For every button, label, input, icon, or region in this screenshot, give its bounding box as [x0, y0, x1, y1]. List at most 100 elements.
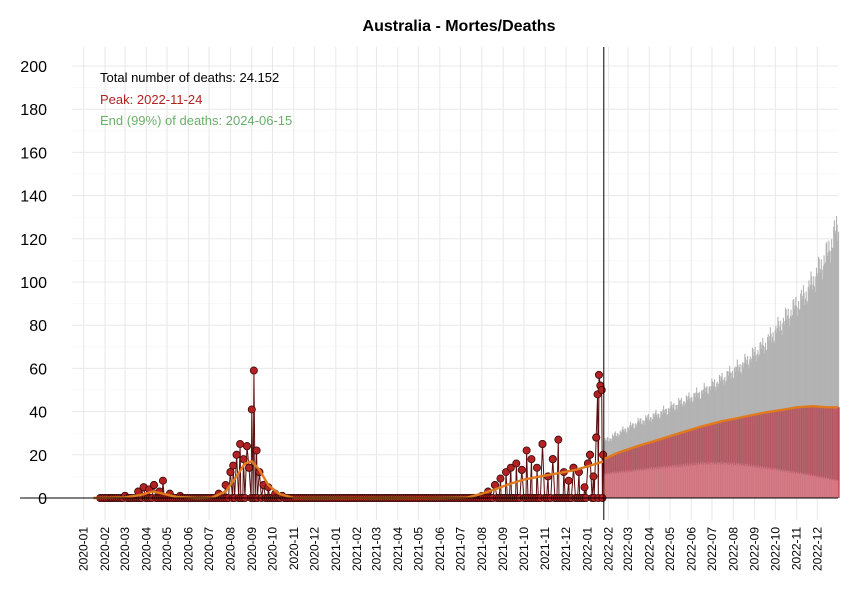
forecast-upper-bar [827, 252, 829, 498]
forecast-lower-bar [740, 465, 742, 498]
forecast-lower-bar [629, 471, 631, 498]
forecast-lower-bar [662, 466, 664, 498]
forecast-median-bar [789, 408, 791, 498]
forecast-median-bar [736, 418, 738, 498]
forecast-median-bar [836, 407, 838, 498]
forecast-median-bar [788, 408, 790, 498]
forecast-upper-bar [819, 272, 821, 498]
forecast-lower-bar [777, 468, 779, 498]
forecast-lower-bar [785, 472, 787, 498]
forecast-lower-bar [665, 467, 667, 498]
forecast-median-bar [724, 420, 726, 498]
forecast-lower-bar [684, 466, 686, 498]
y-axis-ticks: 0 20 40 60 80 100 120 140 160 180 200 [20, 59, 47, 508]
forecast-upper-bar [805, 291, 807, 498]
x-tick-label: 2021-06 [433, 527, 447, 571]
forecast-median-bar [835, 407, 838, 498]
forecast-lower-bar [622, 472, 624, 498]
forecast-median-bar [756, 414, 758, 498]
forecast-lower-bar [823, 478, 825, 498]
forecast-lower-bar [727, 463, 729, 498]
x-tick-label: 2020-11 [287, 527, 301, 570]
forecast-median-bar [712, 423, 714, 498]
forecast-median-bar [730, 419, 732, 498]
forecast-lower-bar [667, 468, 669, 498]
forecast-lower-bar [760, 466, 762, 498]
forecast-median-bar [707, 424, 709, 498]
forecast-lower-bar [716, 464, 718, 498]
x-tick-label: 2022-10 [768, 527, 782, 571]
forecast-upper-bar [812, 284, 814, 498]
forecast-median-bar [721, 421, 723, 498]
forecast-lower-bar [645, 469, 647, 498]
forecast-lower-bar [760, 466, 762, 498]
forecast-lower-bar [685, 465, 687, 498]
forecast-lower-bar [652, 469, 654, 498]
forecast-upper-bar [794, 305, 796, 498]
forecast-median-bar [751, 415, 753, 498]
forecast-median-bar [795, 407, 797, 498]
forecast-median-bar [766, 412, 768, 498]
forecast-lower-bar [725, 465, 727, 498]
forecast-lower-bar [807, 474, 809, 498]
forecast-median-bar [702, 426, 705, 498]
forecast-lower-bar [711, 463, 714, 498]
forecast-median-bar [803, 406, 805, 498]
observed-point [512, 459, 521, 468]
forecast-lower-bar [670, 466, 672, 498]
forecast-upper-bar [804, 298, 807, 498]
forecast-lower-bar [696, 463, 698, 498]
forecast-lower-bar [656, 466, 658, 498]
observed-point [149, 481, 158, 490]
forecast-median-bar [804, 406, 807, 498]
forecast-lower-bar [731, 465, 733, 498]
forecast-lower-bar [789, 472, 791, 498]
x-tick-label: 2020-06 [181, 527, 195, 571]
forecast-lower-bar [707, 461, 709, 498]
forecast-lower-bar [689, 463, 691, 498]
forecast-upper-bar [787, 315, 789, 498]
forecast-lower-bar [652, 468, 654, 498]
forecast-median-bar [744, 416, 746, 498]
forecast-median-bar [764, 412, 766, 498]
observed-point [158, 476, 167, 485]
y-tick-label: 120 [20, 232, 47, 249]
observed-point [580, 483, 589, 492]
forecast-lower-bar [828, 478, 830, 498]
forecast-median-bar [792, 408, 794, 498]
forecast-lower-bar [815, 475, 817, 498]
forecast-upper-bar [804, 305, 806, 498]
forecast-median-bar [680, 432, 682, 498]
forecast-upper-bar [785, 309, 787, 498]
forecast-median-bar [778, 410, 780, 498]
observed-point [564, 476, 573, 485]
forecast-median-bar [829, 407, 831, 498]
forecast-upper-bar [822, 279, 824, 498]
forecast-lower-bar [641, 468, 643, 498]
forecast-median-bar [714, 423, 716, 498]
observed-point [592, 433, 601, 442]
observed-point [245, 463, 254, 472]
forecast-lower-bar [702, 465, 705, 498]
forecast-median-bar [817, 406, 819, 498]
forecast-median-bar [704, 425, 706, 498]
forecast-lower-bar [643, 470, 645, 498]
forecast-lower-bar [694, 464, 696, 498]
forecast-lower-bar [614, 472, 616, 498]
forecast-lower-bar [804, 474, 807, 498]
forecast-median-bar [808, 406, 810, 498]
forecast-median-bar [818, 406, 820, 498]
forecast-median-bar [834, 407, 836, 498]
forecast-median-bar [717, 422, 719, 498]
annotations: Total number of deaths: 24.152 Peak: 202… [100, 70, 292, 128]
forecast-median-bar [722, 421, 725, 498]
forecast-median-bar [720, 421, 722, 498]
forecast-median-bar [829, 407, 831, 498]
forecast-lower-bar [703, 462, 705, 498]
forecast-lower-bar [833, 479, 835, 498]
x-tick-label: 2021-09 [496, 527, 510, 571]
forecast-lower-bar [835, 480, 837, 498]
forecast-median-bar [818, 406, 820, 498]
forecast-lower-bar [769, 467, 771, 498]
forecast-median-bar [738, 417, 740, 498]
